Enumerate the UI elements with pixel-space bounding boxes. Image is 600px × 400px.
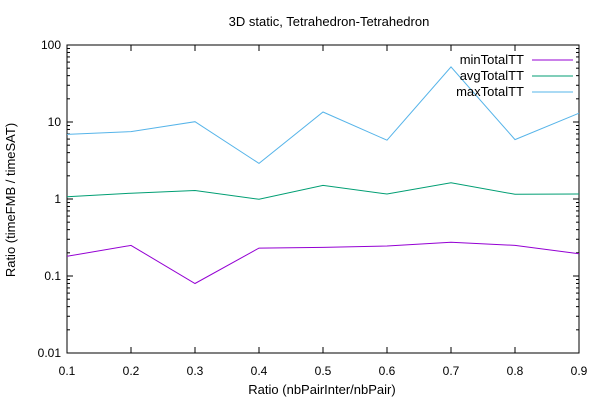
x-tick-label: 0.3 [187,364,204,378]
y-tick-label: 1 [54,192,61,206]
x-tick-label: 0.1 [59,364,76,378]
series-lines [66,66,580,285]
series-line-maxTotalTT [66,66,580,165]
legend-label: minTotalTT [460,52,524,67]
y-tick-label: 100 [41,38,61,52]
x-tick-label: 0.5 [315,364,332,378]
y-tick-label: 10 [48,115,62,129]
x-tick-label: 0.7 [443,364,460,378]
series-line-avgTotalTT [66,182,580,200]
x-tick-label: 0.4 [251,364,268,378]
x-tick-label: 0.2 [123,364,140,378]
x-tick-label: 0.9 [571,364,588,378]
legend-label: maxTotalTT [456,84,524,99]
chart-title: 3D static, Tetrahedron-Tetrahedron [229,14,430,29]
legend-label: avgTotalTT [460,68,524,83]
series-line-minTotalTT [66,241,580,285]
y-axis-title: Ratio (timeFMB / timeSAT) [3,123,18,277]
y-tick-label: 0.01 [38,346,62,360]
x-tick-label: 0.8 [507,364,524,378]
x-axis-title: Ratio (nbPairInter/nbPair) [248,382,395,397]
x-tick-label: 0.6 [379,364,396,378]
y-tick-label: 0.1 [44,269,61,283]
axis-ticks: 0.1 0.2 0.3 0.4 0.5 0.6 0.7 0.8 0.9 0.01 0.1 1 10 100 [38,38,588,378]
